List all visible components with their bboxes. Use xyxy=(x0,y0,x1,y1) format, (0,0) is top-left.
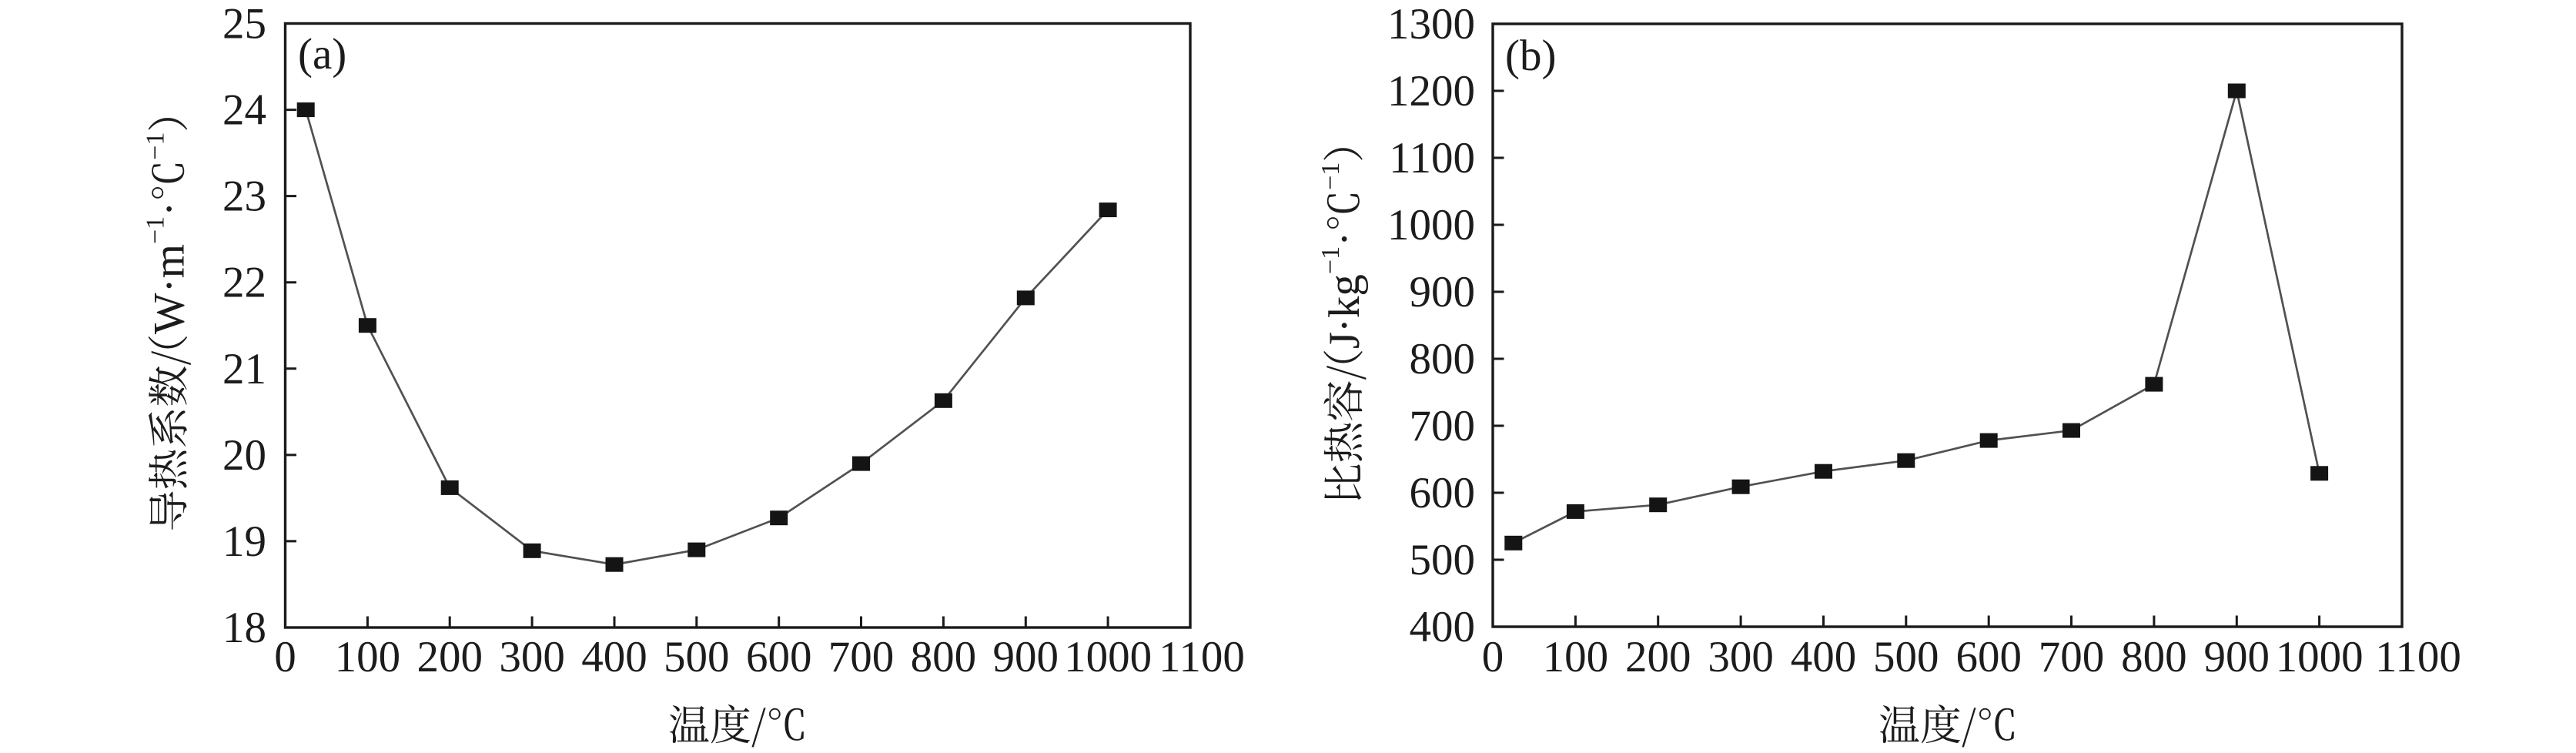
svg-text:100: 100 xyxy=(335,633,401,681)
svg-text:0: 0 xyxy=(1482,633,1504,681)
svg-text:(a): (a) xyxy=(298,30,346,79)
svg-text:1100: 1100 xyxy=(1389,134,1475,182)
svg-text:100: 100 xyxy=(1543,633,1609,681)
svg-text:·: · xyxy=(1320,232,1369,246)
svg-text:700: 700 xyxy=(2039,633,2105,681)
svg-text:W: W xyxy=(145,293,193,334)
svg-text:1300: 1300 xyxy=(1387,0,1475,49)
svg-text:(b): (b) xyxy=(1505,32,1556,80)
svg-text:700: 700 xyxy=(1410,402,1476,450)
svg-text:600: 600 xyxy=(1410,469,1476,517)
svg-text:1200: 1200 xyxy=(1387,67,1475,115)
svg-text:J: J xyxy=(1320,332,1369,349)
svg-text:800: 800 xyxy=(911,633,977,681)
svg-text:900: 900 xyxy=(1410,268,1476,316)
svg-text:1100: 1100 xyxy=(2375,633,2461,681)
svg-text:m: m xyxy=(145,244,193,278)
svg-text:300: 300 xyxy=(1708,633,1774,681)
svg-text:1100: 1100 xyxy=(1159,633,1245,681)
svg-text:300: 300 xyxy=(499,633,565,681)
svg-text:600: 600 xyxy=(1955,633,2022,681)
svg-text:23: 23 xyxy=(222,172,266,221)
svg-text:200: 200 xyxy=(417,633,483,681)
svg-text:1000: 1000 xyxy=(1387,201,1475,249)
svg-text:20: 20 xyxy=(222,431,266,480)
svg-text:400: 400 xyxy=(1410,603,1476,651)
svg-text:24: 24 xyxy=(222,86,266,135)
svg-text:800: 800 xyxy=(2121,633,2187,681)
svg-text:500: 500 xyxy=(1873,633,1939,681)
svg-text:700: 700 xyxy=(828,633,895,681)
svg-text:·: · xyxy=(1320,318,1369,333)
svg-text:−1: −1 xyxy=(141,216,169,244)
svg-text:500: 500 xyxy=(1410,536,1476,584)
svg-text:21: 21 xyxy=(222,345,266,393)
svg-text:500: 500 xyxy=(664,633,730,681)
svg-text:400: 400 xyxy=(581,633,647,681)
svg-text:25: 25 xyxy=(222,0,266,49)
svg-text:900: 900 xyxy=(993,633,1059,681)
svg-text:1000: 1000 xyxy=(2276,633,2364,681)
svg-text:22: 22 xyxy=(222,259,266,307)
svg-text:1000: 1000 xyxy=(1064,633,1152,681)
svg-text:400: 400 xyxy=(1791,633,1857,681)
svg-text:0: 0 xyxy=(274,633,296,681)
svg-text:−1: −1 xyxy=(141,132,169,160)
svg-text:18: 18 xyxy=(222,604,266,652)
svg-text:19: 19 xyxy=(222,517,266,566)
svg-text:−1: −1 xyxy=(1316,246,1345,274)
svg-text:·: · xyxy=(145,202,193,216)
svg-text:900: 900 xyxy=(2204,633,2270,681)
svg-text:200: 200 xyxy=(1625,633,1691,681)
svg-text:·: · xyxy=(145,278,193,293)
svg-text:−1: −1 xyxy=(1316,162,1345,190)
svg-text:800: 800 xyxy=(1410,335,1476,383)
svg-text:600: 600 xyxy=(746,633,812,681)
svg-text:kg: kg xyxy=(1320,274,1369,318)
